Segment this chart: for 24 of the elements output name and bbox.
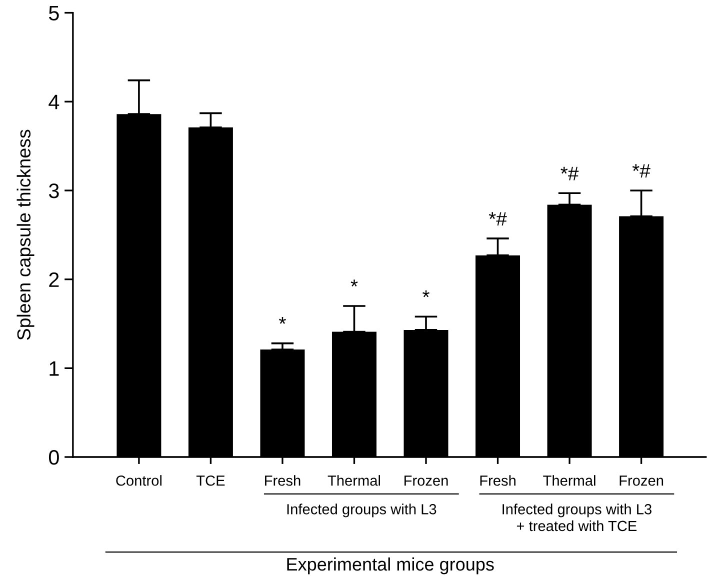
annotation: * [279,316,286,324]
y-tick-label: 1 [50,361,59,376]
x-tick-label: Fresh [265,475,300,486]
x-tick-label: Thermal [543,475,596,486]
x-tick-label: Thermal [328,475,380,486]
text: Infected groups with L3 [287,504,436,518]
x-tick-label: Frozen [620,476,664,486]
y-tick-label: 5 [48,6,59,21]
annotation: *# [632,164,650,178]
x-tick-label: Frozen [404,476,448,486]
y-axis-title: Spleen capsule thickness [16,130,34,340]
y-tick-label: 0 [48,450,59,465]
x-tick-label: Fresh [480,475,516,486]
y-tick-label: 3 [48,183,59,198]
x-tick-label: Control [116,475,162,486]
annotation: * [350,280,358,287]
y-tick-label: 4 [48,94,60,110]
x-tick-label: TCE [196,475,225,486]
annotation: *# [560,166,579,180]
text: Infected groups with L3 + treated with TCE [502,504,652,532]
x-axis-title: Experimental mice groups [287,557,494,574]
annotation: * [422,290,430,298]
y-tick-label: 2 [49,272,59,287]
annotation: *# [488,212,507,226]
